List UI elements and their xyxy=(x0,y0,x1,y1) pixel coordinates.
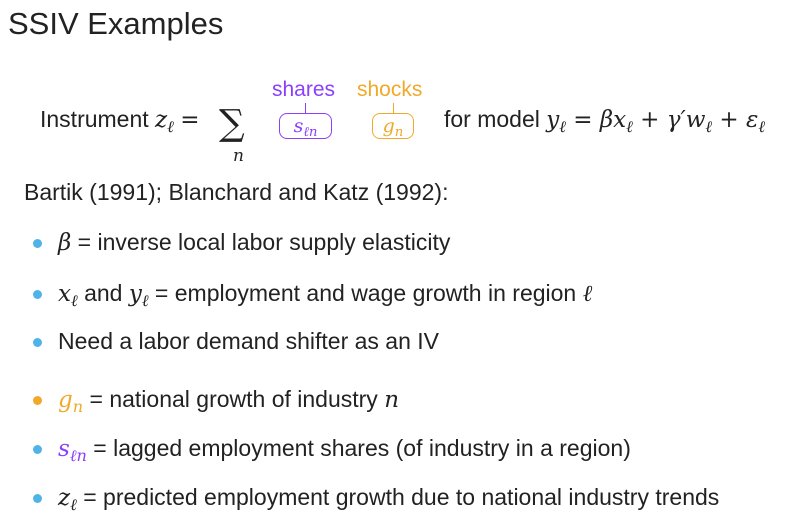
bullet-dot-icon xyxy=(33,239,42,248)
bullet-symbol: x xyxy=(58,281,71,307)
shares-box: sℓn xyxy=(279,113,332,140)
bullet-tail: n xyxy=(384,387,400,413)
instrument-variable: z xyxy=(155,107,168,133)
bullet-text: = predicted employment growth due to nat… xyxy=(76,484,720,510)
share-variable: s xyxy=(293,115,304,137)
slide-title: SSIV Examples xyxy=(8,6,224,41)
bullet-text: = inverse local labor supply elasticity xyxy=(71,229,451,255)
bullet-symbol: s xyxy=(58,436,70,462)
bullet-symbol-2: y xyxy=(128,281,142,307)
bullet-symbol: β xyxy=(58,230,72,256)
shocks-connector xyxy=(393,103,394,113)
shocks-box: gn xyxy=(372,113,414,140)
bullet-subscript: n xyxy=(72,396,84,416)
model-outcome-sub: ℓ xyxy=(559,116,566,136)
equals-sign: = xyxy=(180,107,200,133)
model-equation: for model yℓ = βxℓ + γ′wℓ + εℓ xyxy=(444,106,765,137)
bullet-symbol: z xyxy=(58,485,71,511)
citation-intro: Bartik (1991); Blanchard and Katz (1992)… xyxy=(24,179,449,205)
bullet-symbol: g xyxy=(58,387,73,413)
model-e-sub: ℓ xyxy=(758,116,766,136)
summation: ∑ n xyxy=(219,104,259,174)
shares-label: shares xyxy=(272,78,336,101)
model-eq-part: = βx xyxy=(565,107,627,133)
instrument-label: Instrument xyxy=(40,106,149,132)
model-x-sub: ℓ xyxy=(626,116,633,136)
bullet-text: = national growth of industry xyxy=(83,386,385,412)
summation-index: n xyxy=(233,146,244,166)
bullet-text: = employment and wage growth in region xyxy=(148,280,583,306)
shocks-label: shocks xyxy=(357,78,423,101)
shock-variable: g xyxy=(382,115,395,137)
share-subscript: ℓn xyxy=(303,124,318,140)
bullet-dot-icon xyxy=(33,396,42,405)
model-end-part: + ε xyxy=(712,107,759,133)
bullet-tail: ℓ xyxy=(582,281,593,307)
instrument-subscript: ℓ xyxy=(167,116,174,136)
model-w-sub: ℓ xyxy=(705,116,713,136)
instrument-equation-lhs: Instrument zℓ = xyxy=(40,106,200,137)
bullet-subscript-2: ℓ xyxy=(141,290,149,310)
bullet-dot-icon xyxy=(33,445,42,454)
shock-subscript: n xyxy=(394,124,404,140)
bullet-and: and xyxy=(77,280,129,306)
bullet-text: = lagged employment shares (of industry … xyxy=(86,435,631,461)
bullet-subscript: ℓ xyxy=(70,290,78,310)
bullet-dot-icon xyxy=(33,338,42,347)
model-outcome: y xyxy=(546,107,560,133)
model-mid-part: + γ′w xyxy=(632,107,706,133)
bullet-subscript: ℓ xyxy=(70,494,77,514)
bullet-subscript: ℓn xyxy=(69,445,87,465)
bullet-dot-icon xyxy=(33,494,42,503)
bullet-dot-icon xyxy=(33,290,42,299)
summation-icon: ∑ xyxy=(219,103,245,144)
model-label: for model xyxy=(444,106,540,132)
bullet-text: Need a labor demand shifter as an IV xyxy=(58,328,440,354)
shares-connector xyxy=(305,103,306,113)
